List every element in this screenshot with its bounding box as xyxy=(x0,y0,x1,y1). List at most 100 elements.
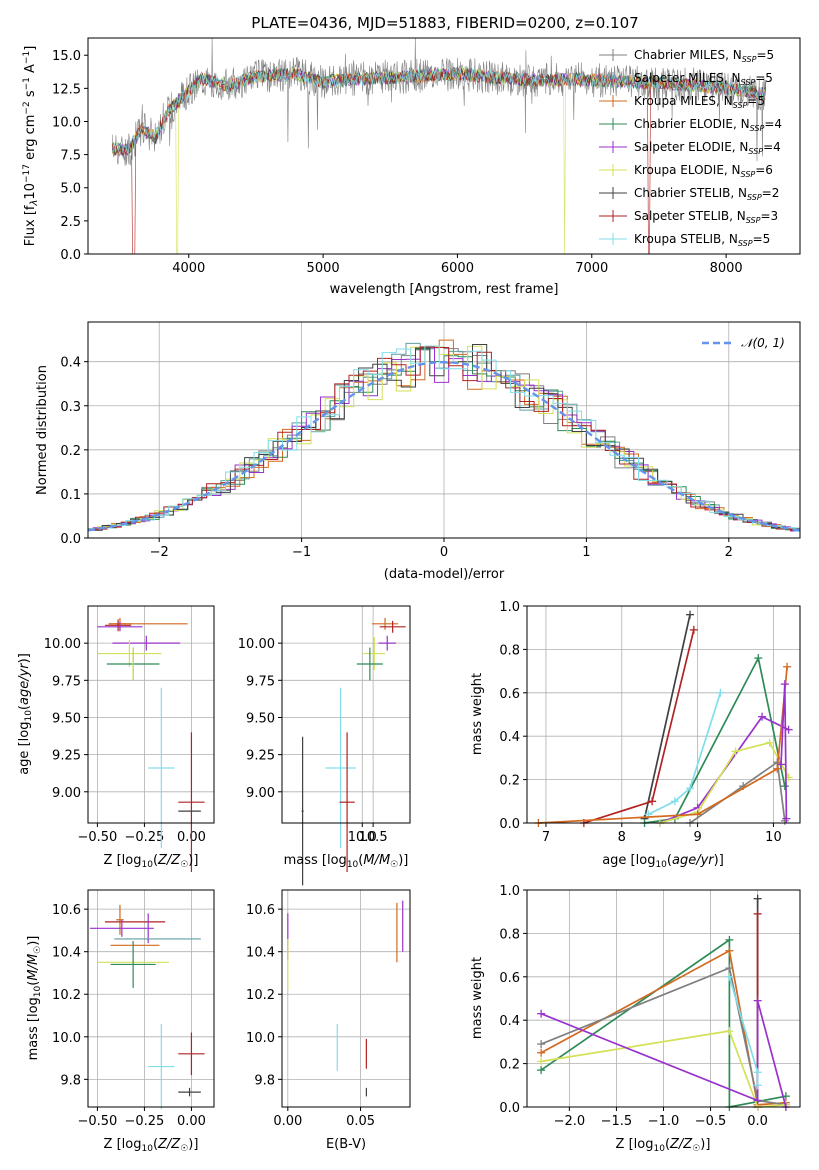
y-tick-label: 9.25 xyxy=(246,749,275,764)
weight-metallicity-line-4 xyxy=(540,949,786,1106)
y-tick-label: 2.5 xyxy=(60,215,81,230)
weight-age-line-7 xyxy=(689,760,786,824)
y-tick-label: 0.0 xyxy=(60,532,81,547)
histogram-ylabel: Normed distribution xyxy=(35,365,50,495)
histogram-step-2 xyxy=(92,342,800,530)
weight-age-line-4 xyxy=(647,692,722,816)
y-tick-label: 0.2 xyxy=(60,444,81,459)
mass-vs-extinction-panel: 0.00 0.05 9.8 10.0 10.2 10.4 10.6 E(B-V) xyxy=(246,889,411,1152)
weight-vs-age-panel: 7 8 9 10 0.0 0.2 0.4 0.6 0.8 1.0 age [log10(age/y… xyxy=(470,600,801,870)
histogram-step-5 xyxy=(92,347,800,532)
legend-label-3: Kroupa MILES, NSSP=5 xyxy=(634,94,765,110)
x-tick-label: −0.50 xyxy=(77,1114,117,1129)
legend-label-4: Chabrier ELODIE, NSSP=4 xyxy=(634,117,782,133)
residual-histogram-panel: −2 −1 0 1 2 0.0 0.1 0.2 0.3 0.4 𝒩(0, 1) (data-mod… xyxy=(35,321,801,582)
histogram-legend-label: 𝒩(0, 1) xyxy=(741,336,785,350)
y-tick-label: 7.5 xyxy=(60,149,81,164)
y-tick-label: 10.0 xyxy=(246,1031,275,1046)
weight-metallicity-line-7 xyxy=(540,1000,787,1108)
y-tick-label: 0.6 xyxy=(499,687,520,702)
weight-age-line-2 xyxy=(583,629,695,824)
x-tick-label: 4000 xyxy=(172,261,205,276)
y-tick-label: 0.8 xyxy=(499,643,520,658)
weight-metallicity-line-5 xyxy=(540,966,787,1106)
spectrum-xlabel: wavelength [Angstrom, rest frame] xyxy=(330,282,559,297)
x-tick-label: −2.0 xyxy=(554,1114,586,1129)
weight-age-line-8 xyxy=(538,666,788,824)
x-tick-label: −0.50 xyxy=(77,830,117,845)
histogram-legend: 𝒩(0, 1) xyxy=(702,336,785,350)
y-tick-label: 12.5 xyxy=(52,82,81,97)
histogram-xlabel: (data-model)/error xyxy=(384,567,505,582)
normal-curve-line xyxy=(87,360,801,532)
legend-label-5: Salpeter ELODIE, NSSP=4 xyxy=(634,140,781,156)
x-tick-label: 7000 xyxy=(575,261,608,276)
x-tick-label: −1.0 xyxy=(648,1114,680,1129)
y-tick-label: 9.00 xyxy=(52,786,81,801)
legend-label-7: Chabrier STELIB, NSSP=2 xyxy=(634,186,779,202)
weight-vs-age-xlabel: age [log10(age/yr)] xyxy=(602,853,724,870)
y-tick-label: 0.0 xyxy=(499,817,520,832)
weight-vs-age-ylabel: mass weight xyxy=(470,673,485,755)
weight-metallicity-line-6 xyxy=(540,1030,786,1108)
y-tick-label: 10.2 xyxy=(246,988,275,1003)
y-tick-label: 1.0 xyxy=(499,884,520,899)
y-tick-label: 10.2 xyxy=(52,988,81,1003)
weight-age-line-1 xyxy=(643,614,691,819)
age-vs-mass-panel: 10.010.5 9.00 9.25 9.50 9.75 10.00 mass [log1… xyxy=(238,605,411,886)
histogram-step-9 xyxy=(97,345,800,532)
y-tick-label: 10.00 xyxy=(238,637,275,652)
x-tick-label: 6000 xyxy=(441,261,474,276)
x-tick-label: 0.00 xyxy=(177,1114,206,1129)
y-tick-label: 9.8 xyxy=(60,1073,81,1088)
x-tick-label: 0.00 xyxy=(273,1114,302,1129)
y-tick-label: 0.6 xyxy=(499,971,520,986)
spectrum-panel: 4000 5000 6000 7000 8000 0.0 2.5 5.0 7.5 10.0 12.5… xyxy=(22,37,801,297)
y-tick-label: 0.2 xyxy=(499,774,520,789)
y-tick-label: 10.4 xyxy=(52,946,81,961)
x-tick-label: −1.5 xyxy=(601,1114,633,1129)
weight-vs-metallicity-ylabel: mass weight xyxy=(470,957,485,1039)
x-tick-label: 0.0 xyxy=(747,1114,768,1129)
figure-title: PLATE=0436, MJD=51883, FIBERID=0200, z=0… xyxy=(251,14,638,32)
x-tick-label: 9 xyxy=(693,830,701,845)
mass-vs-metallicity-ylabel: mass [log10(M/M☉)] xyxy=(26,936,43,1061)
age-vs-metallicity-ylabel: age [log10(age/yr)] xyxy=(17,653,34,775)
x-tick-label: 2 xyxy=(725,545,733,560)
y-tick-label: 9.75 xyxy=(246,674,275,689)
x-tick-label: 0.05 xyxy=(346,1114,375,1129)
mass-vs-metallicity-xlabel: Z [log10(Z/Z☉)] xyxy=(104,1137,199,1154)
mass-vs-metallicity-panel: −0.50 −0.25 0.00 9.8 10.0 10.2 10.4 10.6 Z [log… xyxy=(26,889,215,1154)
x-tick-label: −1 xyxy=(292,545,311,560)
x-tick-label: 8000 xyxy=(710,261,743,276)
x-tick-label: 10 xyxy=(765,830,782,845)
y-tick-label: 0.4 xyxy=(60,356,81,371)
legend-label-6: Kroupa ELODIE, NSSP=6 xyxy=(634,163,773,179)
x-tick-label: 0 xyxy=(440,545,448,560)
age-vs-metallicity-xlabel: Z [log10(Z/Z☉)] xyxy=(104,853,199,870)
y-tick-label: 5.0 xyxy=(60,182,81,197)
weight-age-line-3 xyxy=(644,655,786,824)
y-tick-label: 0.3 xyxy=(60,400,81,415)
spectrum-ylabel: Flux [fλ10−17 erg cm−2 s−1 A−1] xyxy=(22,46,40,247)
y-tick-label: 9.75 xyxy=(52,674,81,689)
y-tick-label: 9.8 xyxy=(254,1073,275,1088)
x-tick-label: −0.25 xyxy=(124,830,164,845)
y-tick-label: 9.25 xyxy=(52,749,81,764)
y-tick-label: 0.0 xyxy=(60,248,81,263)
y-tick-label: 0.4 xyxy=(499,1014,520,1029)
y-tick-label: 10.00 xyxy=(44,637,81,652)
x-tick-label: −0.25 xyxy=(124,1114,164,1129)
x-tick-label: 1 xyxy=(582,545,590,560)
y-tick-label: 0.1 xyxy=(60,488,81,503)
y-tick-label: 9.50 xyxy=(246,711,275,726)
weight-vs-metallicity-xlabel: Z [log10(Z/Z☉)] xyxy=(616,1137,711,1154)
y-tick-label: 10.4 xyxy=(246,946,275,961)
spectrum-legend: Chabrier MILES, NSSP=5 Salpeter MILES, NS… xyxy=(599,48,782,248)
model-spectrum-line-9 xyxy=(111,67,766,156)
legend-label-9: Kroupa STELIB, NSSP=5 xyxy=(634,232,770,248)
age-vs-mass-xlabel: mass [log10(M/M☉)] xyxy=(284,853,409,870)
y-tick-label: 10.0 xyxy=(52,1031,81,1046)
y-tick-label: 9.00 xyxy=(246,786,275,801)
